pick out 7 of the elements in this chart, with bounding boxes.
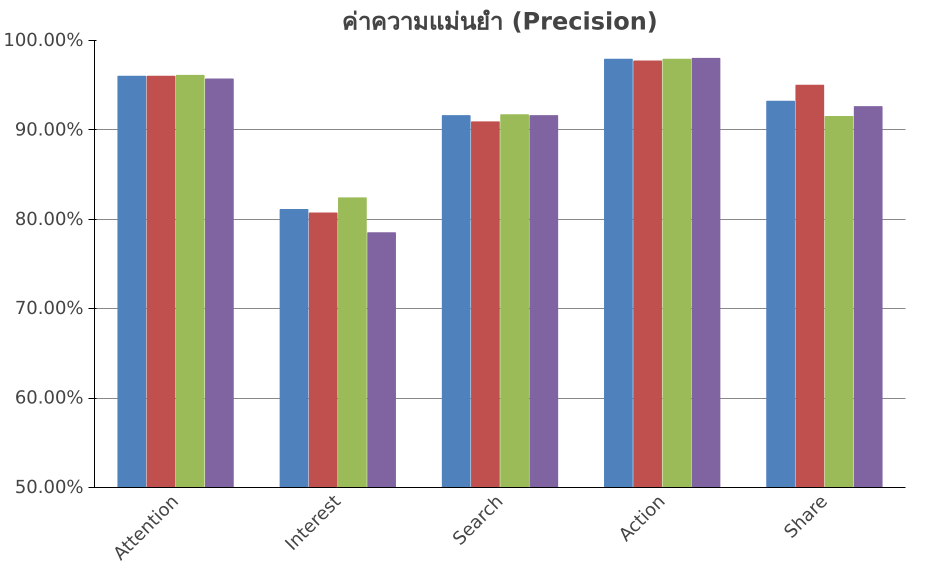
y-tick-label: 80.00% [14,208,84,230]
y-tick-label: 50.00% [14,477,84,498]
y-tick-label: 60.00% [14,388,84,409]
chart-title: ค่าความแม่นยำ (Precision) [342,8,658,36]
y-tick-label: 90.00% [14,119,84,140]
y-tick-label: 100.00% [3,30,84,51]
y-tick-label: 70.00% [14,298,84,320]
